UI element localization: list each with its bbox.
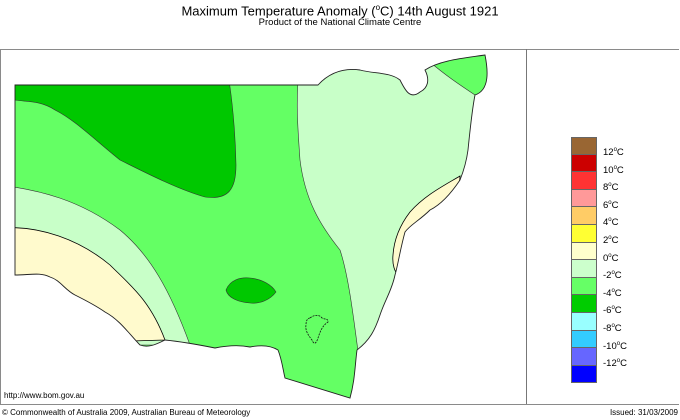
legend-swatch — [571, 224, 597, 243]
legend-swatch — [571, 172, 597, 190]
act-border — [305, 314, 329, 344]
nsw-border — [14, 54, 488, 399]
legend-swatch — [571, 189, 597, 208]
legend-swatch — [571, 207, 597, 225]
legend-swatch — [571, 348, 597, 366]
legend-item: -12oC — [571, 348, 671, 370]
legend-label: -4oC — [603, 287, 622, 299]
legend-item — [571, 365, 671, 384]
legend-swatch — [571, 242, 597, 261]
legend-label: 2oC — [603, 234, 619, 247]
legend-swatch — [571, 137, 597, 155]
legend-label: -12oC — [603, 358, 627, 370]
legend-label: 10oC — [603, 164, 624, 176]
legend-label: 6oC — [603, 199, 619, 211]
legend-label: 0oC — [603, 252, 619, 264]
issued-date: Issued: 31/03/2009 — [609, 408, 678, 417]
legend-divider — [526, 49, 527, 404]
legend-swatch — [571, 260, 597, 278]
legend-label: 4oC — [603, 217, 619, 229]
zone-minus6-minus4-north — [15, 59, 237, 198]
legend-swatch — [571, 154, 597, 173]
copyright-text: © Commonwealth of Australia 2009, Austra… — [2, 408, 251, 417]
bom-url: http://www.bom.gov.au — [4, 391, 85, 400]
zone-minus4-minus2-northeast — [429, 55, 488, 101]
legend-item: 12oC — [571, 137, 671, 159]
legend-swatch — [571, 312, 597, 331]
legend-label: 12oC — [603, 147, 624, 159]
legend-swatch — [571, 365, 597, 384]
legend-item: 0oC — [571, 242, 671, 264]
title-degree: o — [375, 3, 381, 12]
legend-item: 8oC — [571, 172, 671, 194]
legend-item: -6oC — [571, 295, 671, 317]
legend-label: -6oC — [603, 305, 622, 317]
legend-swatch — [571, 330, 597, 349]
legend-item: 10oC — [571, 154, 671, 176]
map-frame — [0, 49, 679, 405]
legend-swatch — [571, 295, 597, 313]
title-prefix: Maximum Temperature Anomaly ( — [181, 3, 376, 19]
title-suffix: C) 14th August 1921 — [380, 3, 499, 19]
legend-label: -10oC — [603, 340, 627, 352]
legend: 12oC 10oC 8oC 6oC 4oC 2oC 0oC -2oC -4oC … — [571, 137, 671, 384]
map-subtitle: Product of the National Climate Centre — [258, 17, 422, 28]
legend-item: 2oC — [571, 224, 671, 247]
legend-item: 4oC — [571, 207, 671, 229]
legend-item: -2oC — [571, 260, 671, 282]
map-title: Maximum Temperature Anomaly (oC) 14th Au… — [0, 0, 680, 18]
legend-label: 8oC — [603, 182, 619, 194]
legend-item: -8oC — [571, 312, 671, 335]
legend-item: 6oC — [571, 189, 671, 211]
legend-item: -10oC — [571, 330, 671, 352]
legend-label: -8oC — [603, 322, 622, 335]
legend-swatch — [571, 277, 597, 296]
nsw-anomaly-map — [14, 54, 488, 399]
legend-label: -2oC — [603, 270, 622, 282]
zone-minus6-minus4-south — [225, 277, 277, 304]
legend-item: -4oC — [571, 277, 671, 299]
